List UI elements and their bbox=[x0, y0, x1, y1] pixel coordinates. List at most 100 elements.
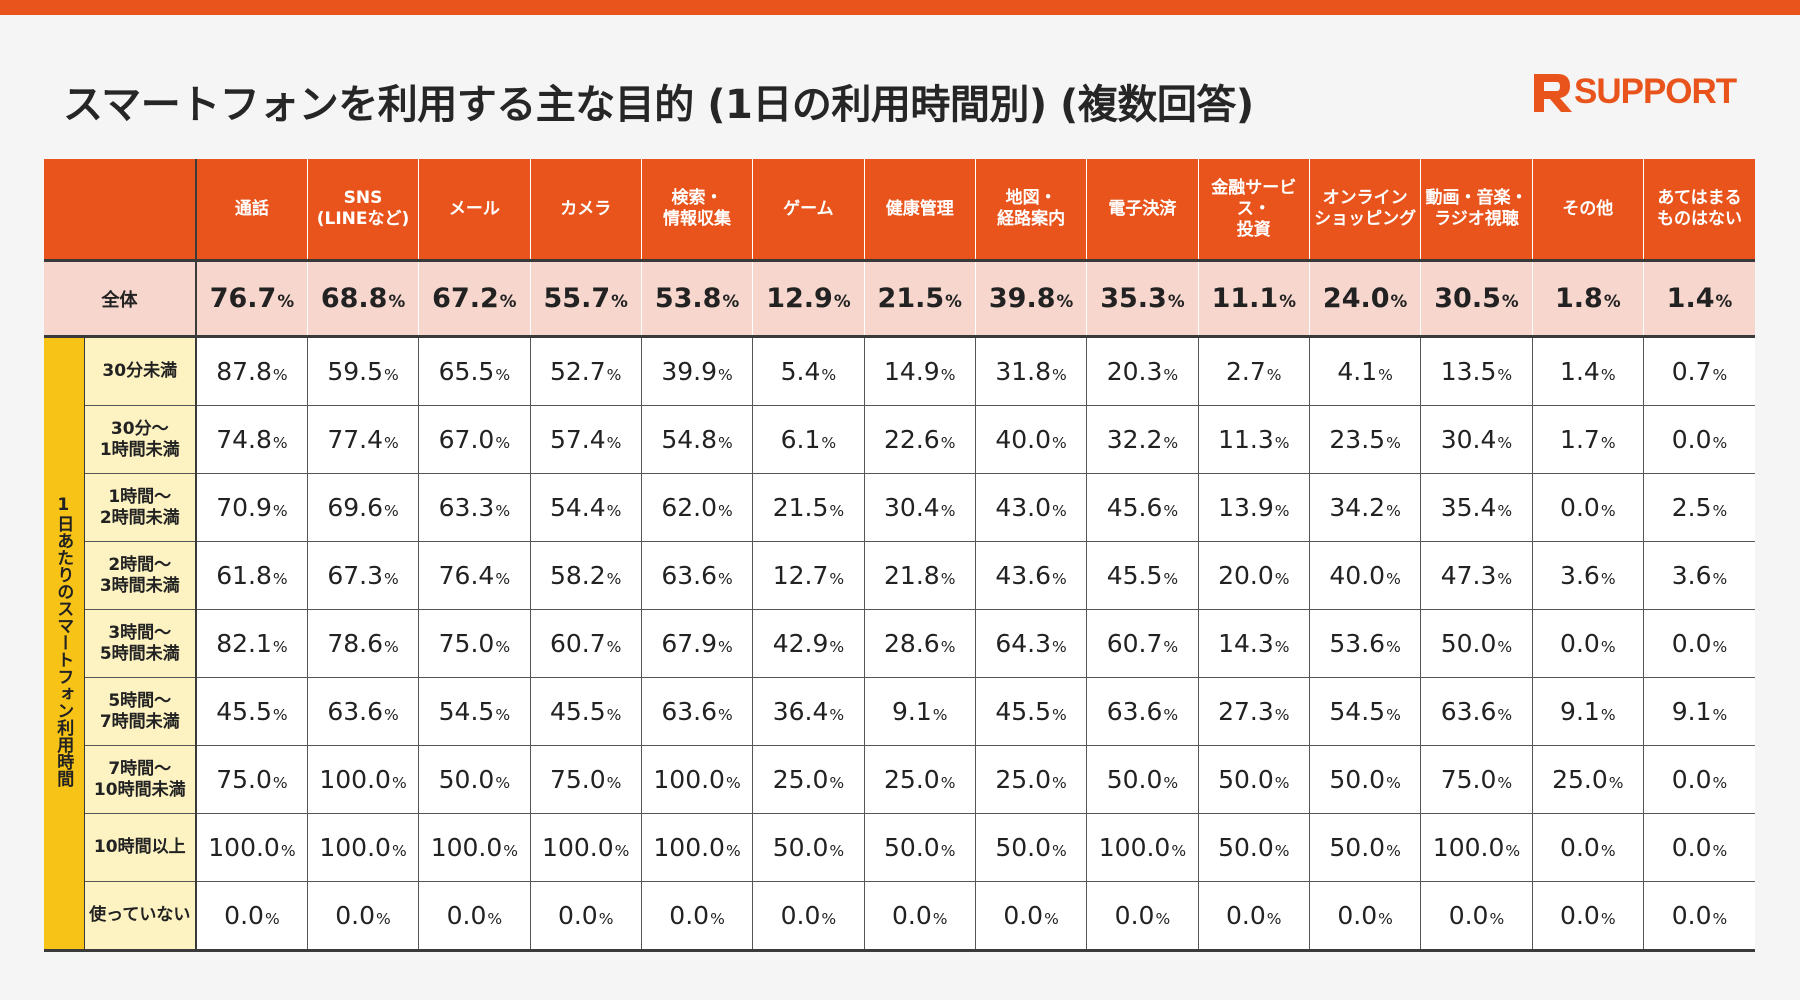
value-cell: 1.4% bbox=[1531, 336, 1644, 406]
percent-sign: % bbox=[833, 291, 851, 311]
percent-sign: % bbox=[272, 366, 288, 384]
percent-sign: % bbox=[1600, 910, 1616, 928]
value-cell: 69.6% bbox=[306, 473, 419, 542]
value-number: 0.0 bbox=[1560, 493, 1600, 522]
column-header-line: 健康管理 bbox=[885, 198, 954, 219]
row-label: 1時間～ 2時間未満 bbox=[83, 473, 197, 542]
value-cell: 25.0% bbox=[1531, 745, 1644, 814]
column-header: 動画・音楽・ ラジオ視聴 bbox=[1420, 159, 1533, 262]
value-cell: 67.0% bbox=[418, 405, 531, 474]
column-header-line: その他 bbox=[1562, 198, 1614, 219]
row-label-line: 2時間～ bbox=[108, 554, 172, 575]
percent-sign: % bbox=[1386, 502, 1401, 520]
value-cell: 100.0% bbox=[196, 813, 308, 882]
value-number: 4.1 bbox=[1337, 357, 1378, 386]
value-cell: 9.1% bbox=[1642, 677, 1755, 746]
value-number: 0.0 bbox=[669, 901, 710, 930]
percent-sign: % bbox=[1163, 434, 1179, 452]
value-cell: 59.5% bbox=[306, 336, 419, 406]
value-cell: 0.0% bbox=[1531, 473, 1644, 542]
page-title: スマートフォンを利用する主な目的 (1日の利用時間別) (複数回答) bbox=[63, 82, 1254, 128]
value-cell: 75.0% bbox=[418, 609, 531, 678]
value-number: 0.0 bbox=[1671, 833, 1712, 862]
value-cell: 31.8% bbox=[974, 336, 1087, 406]
value-number: 67.9 bbox=[661, 629, 718, 658]
value-number: 0.0 bbox=[557, 901, 598, 930]
percent-sign: % bbox=[1274, 502, 1290, 520]
percent-sign: % bbox=[710, 910, 725, 928]
value-number: 20.3 bbox=[1106, 357, 1163, 386]
value-number: 50.0 bbox=[1218, 833, 1274, 862]
percent-sign: % bbox=[272, 502, 288, 520]
value-number: 68.8 bbox=[320, 283, 388, 314]
percent-sign: % bbox=[1266, 366, 1282, 384]
row-label-line: 2時間未満 bbox=[99, 507, 180, 528]
value-cell: 22.6% bbox=[863, 405, 976, 474]
overall-value-cell: 39.8% bbox=[974, 260, 1087, 338]
value-number: 12.7 bbox=[772, 561, 829, 590]
value-cell: 25.0% bbox=[863, 745, 976, 814]
percent-sign: % bbox=[940, 502, 956, 520]
value-number: 75.0 bbox=[216, 765, 272, 794]
percent-sign: % bbox=[1378, 366, 1393, 384]
value-number: 50.0 bbox=[1329, 833, 1386, 862]
value-number: 76.7 bbox=[209, 283, 277, 314]
value-cell: 0.0% bbox=[1420, 881, 1533, 952]
percent-sign: % bbox=[1167, 291, 1185, 311]
value-number: 77.4 bbox=[327, 425, 383, 454]
column-header: オンライン ショッピング bbox=[1308, 159, 1421, 262]
value-number: 63.6 bbox=[1106, 697, 1163, 726]
value-cell: 45.5% bbox=[529, 677, 642, 746]
value-number: 82.1 bbox=[216, 629, 272, 658]
value-cell: 39.9% bbox=[640, 336, 753, 406]
value-cell: 6.1% bbox=[752, 405, 865, 474]
value-cell: 50.0% bbox=[418, 745, 531, 814]
column-header: SNS (LINEなど) bbox=[306, 159, 419, 262]
column-header-line: 検索・ bbox=[671, 188, 723, 208]
percent-sign: % bbox=[264, 910, 280, 928]
value-cell: 25.0% bbox=[752, 745, 865, 814]
percent-sign: % bbox=[1715, 291, 1733, 311]
value-number: 25.0 bbox=[772, 765, 829, 794]
value-cell: 64.3% bbox=[974, 609, 1087, 678]
column-header: メール bbox=[418, 159, 531, 262]
percent-sign: % bbox=[495, 706, 511, 724]
percent-sign: % bbox=[1274, 706, 1290, 724]
percent-sign: % bbox=[1378, 910, 1393, 928]
value-number: 14.9 bbox=[884, 357, 940, 386]
value-number: 3.6 bbox=[1560, 561, 1600, 590]
value-cell: 0.0% bbox=[196, 881, 308, 952]
percent-sign: % bbox=[1386, 570, 1401, 588]
percent-sign: % bbox=[1044, 910, 1059, 928]
row-label-line: 30分未満 bbox=[102, 361, 178, 381]
overall-value-cell: 1.8% bbox=[1531, 260, 1644, 338]
value-number: 23.5 bbox=[1329, 425, 1386, 454]
value-number: 0.0 bbox=[335, 901, 376, 930]
percent-sign: % bbox=[829, 842, 845, 860]
value-number: 40.0 bbox=[1329, 561, 1386, 590]
column-header-line: ラジオ視聴 bbox=[1434, 209, 1519, 229]
value-number: 87.8 bbox=[216, 357, 272, 386]
percent-sign: % bbox=[940, 570, 956, 588]
value-cell: 1.7% bbox=[1531, 405, 1644, 474]
percent-sign: % bbox=[503, 842, 519, 860]
value-cell: 60.7% bbox=[529, 609, 642, 678]
value-cell: 14.9% bbox=[863, 336, 976, 406]
overall-value-cell: 24.0% bbox=[1308, 260, 1421, 338]
percent-sign: % bbox=[1052, 774, 1067, 792]
value-number: 24.0 bbox=[1322, 283, 1390, 314]
row-label-line: 10時間未満 bbox=[93, 779, 186, 800]
value-cell: 54.4% bbox=[529, 473, 642, 542]
value-cell: 62.0% bbox=[640, 473, 753, 542]
column-header-line: 投資 bbox=[1236, 219, 1271, 240]
row-label: 30分未満 bbox=[83, 336, 197, 406]
usage-table: 通話 SNS (LINEなど) メール カメラ 検索・ 情報収集 ゲーム 健康管理 地図・ 経路案内… bbox=[44, 159, 1755, 952]
percent-sign: % bbox=[383, 570, 399, 588]
value-cell: 63.6% bbox=[640, 677, 753, 746]
percent-sign: % bbox=[1274, 570, 1290, 588]
value-number: 75.0 bbox=[550, 765, 606, 794]
column-header-line: ものはない bbox=[1656, 209, 1742, 229]
value-cell: 2.5% bbox=[1642, 473, 1755, 542]
percent-sign: % bbox=[611, 291, 628, 311]
value-number: 0.0 bbox=[1671, 901, 1712, 930]
